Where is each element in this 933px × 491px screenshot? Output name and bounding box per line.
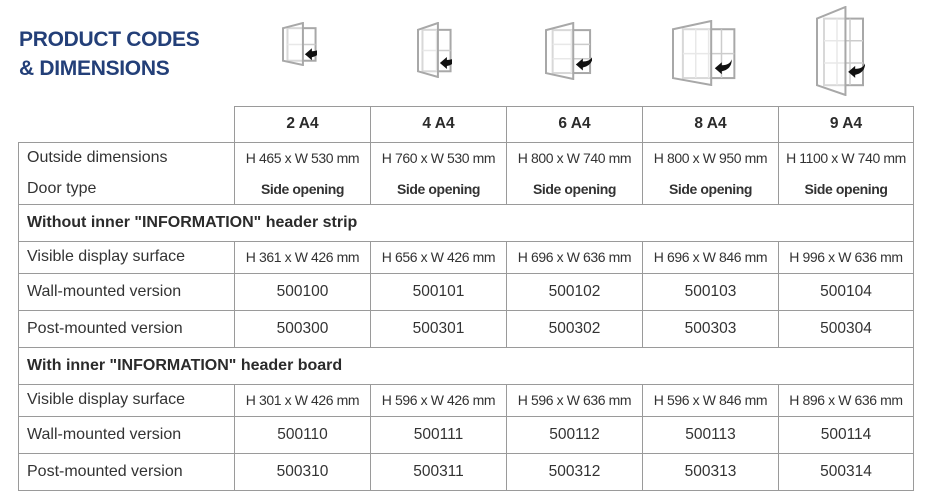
product-code-cell: 500300 [234,309,371,348]
side-opening-case-icon [417,22,452,78]
outside-dimensions-cell: H 465 x W 530 mm [234,141,371,174]
table-row: Wall-mounted version 500110 500111 500112 50… [18,415,914,454]
row-label: Visible display surface [18,383,235,417]
product-code-cell: 500314 [778,452,914,491]
row-label: Post-mounted version [18,309,235,348]
outside-dimensions-cell: H 760 x W 530 mm [370,141,507,174]
row-label: Door type [18,173,235,205]
door-type-cell: Side opening [370,173,507,205]
section-title: With inner "INFORMATION" header board [18,346,914,385]
table-row: Wall-mounted version 500100 500101 500102 50… [18,272,914,311]
dimension-cell: H 301 x W 426 mm [234,383,371,417]
table-row: Visible display surface H 361 x W 426 mm H… [18,240,914,274]
door-type-cell: Side opening [642,173,779,205]
header-row: 2 A4 4 A4 6 A4 8 A4 9 A4 [18,106,914,143]
row-label: Wall-mounted version [18,272,235,311]
product-code-cell: 500304 [778,309,914,348]
product-header: 4 A4 [370,106,507,143]
product-table: 2 A4 4 A4 6 A4 8 A4 9 A4 Outside dimensions H … [18,106,914,491]
product-code-cell: 500313 [642,452,779,491]
dimension-cell: H 696 x W 846 mm [642,240,779,274]
product-code-cell: 500104 [778,272,914,311]
outside-dimensions-cell: H 1100 x W 740 mm [778,141,914,174]
section-title: Without inner "INFORMATION" header strip [18,203,914,242]
product-code-cell: 500310 [234,452,371,491]
row-label: Post-mounted version [18,452,235,491]
product-code-cell: 500301 [370,309,507,348]
dimension-cell: H 696 x W 636 mm [506,240,643,274]
dimension-cell: H 896 x W 636 mm [778,383,914,417]
row-label: Outside dimensions [18,141,235,174]
product-header: 6 A4 [506,106,643,143]
product-header: 9 A4 [778,106,914,143]
product-code-cell: 500303 [642,309,779,348]
door-type-cell: Side opening [506,173,643,205]
product-code-cell: 500100 [234,272,371,311]
side-opening-case-icon [672,20,736,86]
page-title: PRODUCT CODES & DIMENSIONS [19,25,200,83]
table-row: Visible display surface H 301 x W 426 mm H… [18,383,914,417]
product-header: 2 A4 [234,106,371,143]
product-code-cell: 500112 [506,415,643,454]
door-type-cell: Side opening [778,173,914,205]
side-opening-case-icon [545,22,592,80]
product-code-cell: 500311 [370,452,507,491]
product-code-cell: 500113 [642,415,779,454]
product-header: 8 A4 [642,106,779,143]
product-code-cell: 500302 [506,309,643,348]
outside-dimensions-row: Outside dimensions H 465 x W 530 mm H 760 … [18,141,914,174]
dimension-cell: H 996 x W 636 mm [778,240,914,274]
product-code-cell: 500101 [370,272,507,311]
product-code-cell: 500312 [506,452,643,491]
side-opening-case-icon [282,22,317,66]
section-header-row: With inner "INFORMATION" header board [18,346,914,385]
dimension-cell: H 596 x W 846 mm [642,383,779,417]
table-row: Post-mounted version 500300 500301 500302 50… [18,309,914,348]
product-code-cell: 500102 [506,272,643,311]
table-row: Post-mounted version 500310 500311 500312 50… [18,452,914,491]
product-code-cell: 500110 [234,415,371,454]
row-label: Wall-mounted version [18,415,235,454]
product-code-cell: 500114 [778,415,914,454]
side-opening-case-icon [816,6,865,96]
section-header-row: Without inner "INFORMATION" header strip [18,203,914,242]
dimension-cell: H 596 x W 636 mm [506,383,643,417]
door-type-row: Door type Side opening Side opening Side op… [18,173,914,205]
outside-dimensions-cell: H 800 x W 950 mm [642,141,779,174]
row-label: Visible display surface [18,240,235,274]
dimension-cell: H 596 x W 426 mm [370,383,507,417]
product-code-cell: 500103 [642,272,779,311]
dimension-cell: H 656 x W 426 mm [370,240,507,274]
product-code-cell: 500111 [370,415,507,454]
outside-dimensions-cell: H 800 x W 740 mm [506,141,643,174]
title-line-1: PRODUCT CODES [19,28,200,51]
header-blank-cell [18,106,235,143]
title-line-2: & DIMENSIONS [19,57,170,80]
door-type-cell: Side opening [234,173,371,205]
dimension-cell: H 361 x W 426 mm [234,240,371,274]
